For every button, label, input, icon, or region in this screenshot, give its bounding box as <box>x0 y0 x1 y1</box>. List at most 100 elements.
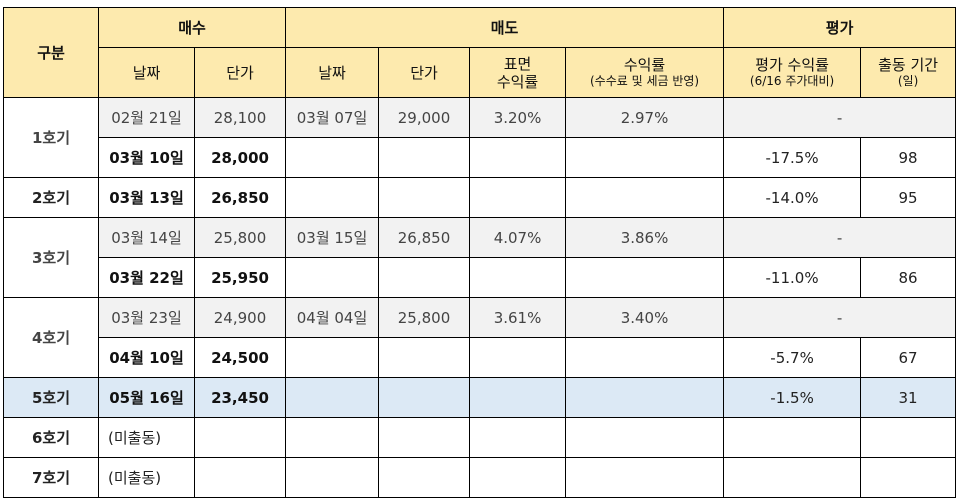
period: 31 <box>860 377 957 418</box>
header-net-return-line2: (수수료 및 세금 반영) <box>589 74 700 88</box>
net-return <box>565 177 725 218</box>
sell-price <box>378 457 471 498</box>
header-eval-return-line2: (6/16 주가대비) <box>749 74 835 88</box>
buy-date: 03월 14일 <box>98 217 195 258</box>
header-buy-price: 단가 <box>193 47 287 98</box>
buy-price: 25,800 <box>193 217 287 258</box>
buy-date: 03월 10일 <box>98 137 195 178</box>
header-surface-return: 표면 수익률 <box>469 47 567 98</box>
net-return <box>565 137 725 178</box>
header-period-line2: (일) <box>897 74 919 88</box>
header-buy: 매수 <box>97 7 287 48</box>
table-row: 1호기 02월 21일 28,100 03월 07일 29,000 3.20% … <box>3 97 957 178</box>
net-return <box>565 337 725 378</box>
sell-price: 25,800 <box>378 297 471 338</box>
buy-date: 03월 23일 <box>98 297 195 338</box>
table-row: 7호기 (미출동) <box>3 457 957 498</box>
sell-price <box>378 177 471 218</box>
header-eval: 평가 <box>723 7 957 48</box>
buy-price: 26,850 <box>193 177 287 218</box>
eval-return: - <box>723 97 957 138</box>
net-return: 2.97% <box>565 97 725 138</box>
net-return: 3.40% <box>565 297 725 338</box>
header-category: 구분 <box>3 7 99 98</box>
header-surface-return-line2: 수익률 <box>496 72 539 91</box>
eval-return: -17.5% <box>723 137 862 178</box>
buy-date: 03월 13일 <box>98 177 195 218</box>
net-return <box>565 257 725 298</box>
buy-date: 02월 21일 <box>98 97 195 138</box>
eval-return <box>723 457 862 498</box>
surface-return <box>469 377 567 418</box>
buy-price: 24,500 <box>193 337 287 378</box>
sell-date <box>285 457 380 498</box>
header-eval-return-line1: 평가 수익률 <box>755 56 829 74</box>
period: 67 <box>860 337 957 378</box>
buy-price <box>193 457 287 498</box>
buy-date: (미출동) <box>98 417 195 458</box>
eval-return: - <box>723 297 957 338</box>
sell-price <box>378 337 471 378</box>
group-name: 4호기 <box>3 297 99 378</box>
sell-date <box>285 417 380 458</box>
group-name: 5호기 <box>3 377 99 418</box>
surface-return <box>469 457 567 498</box>
sell-price <box>378 137 471 178</box>
eval-return: -11.0% <box>723 257 862 298</box>
surface-return <box>469 177 567 218</box>
net-return <box>565 457 725 498</box>
group-name: 2호기 <box>3 177 99 218</box>
buy-date: 04월 10일 <box>98 337 195 378</box>
sell-price: 29,000 <box>378 97 471 138</box>
sell-date <box>285 137 380 178</box>
sell-price <box>378 257 471 298</box>
surface-return: 3.61% <box>469 297 567 338</box>
sell-price: 26,850 <box>378 217 471 258</box>
surface-return <box>469 257 567 298</box>
period <box>860 457 957 498</box>
sell-date: 04월 04일 <box>285 297 380 338</box>
sell-date <box>285 257 380 298</box>
header-buy-date: 날짜 <box>98 47 195 98</box>
header-period-line1: 출동 기간 <box>878 56 939 74</box>
table-row-highlighted: 5호기 05월 16일 23,450 -1.5% 31 <box>3 377 957 418</box>
period: 98 <box>860 137 957 178</box>
group-name: 7호기 <box>3 457 99 498</box>
header-surface-return-line1: 표면 <box>503 54 532 73</box>
header-eval-return: 평가 수익률 (6/16 주가대비) <box>723 47 862 98</box>
group-name: 6호기 <box>3 417 99 458</box>
surface-return: 3.20% <box>469 97 567 138</box>
table-row: 03월 10일 28,000 -17.5% 98 <box>4 137 957 178</box>
eval-return: - <box>723 217 957 258</box>
buy-price: 24,900 <box>193 297 287 338</box>
header-net-return: 수익률 (수수료 및 세금 반영) <box>565 47 725 98</box>
sell-date: 03월 15일 <box>285 217 380 258</box>
net-return <box>565 377 725 418</box>
surface-return: 4.07% <box>469 217 567 258</box>
sell-price <box>378 417 471 458</box>
eval-return: -5.7% <box>723 337 862 378</box>
eval-return: -14.0% <box>723 177 862 218</box>
buy-date: 03월 22일 <box>98 257 195 298</box>
table-row: 4호기 03월 23일 24,900 04월 04일 25,800 3.61% … <box>3 297 957 378</box>
header-sell-price: 단가 <box>378 47 471 98</box>
buy-price: 25,950 <box>193 257 287 298</box>
table-row: 3호기 03월 14일 25,800 03월 15일 26,850 4.07% … <box>3 217 957 298</box>
buy-price <box>193 417 287 458</box>
surface-return <box>469 417 567 458</box>
table-row: 6호기 (미출동) <box>3 417 957 458</box>
table-row: 2호기 03월 13일 26,850 -14.0% 95 <box>3 177 957 218</box>
header-net-return-line1: 수익률 <box>623 56 666 74</box>
surface-return <box>469 337 567 378</box>
buy-price: 28,000 <box>193 137 287 178</box>
period: 95 <box>860 177 957 218</box>
net-return <box>565 417 725 458</box>
eval-return <box>723 417 862 458</box>
group-name: 1호기 <box>3 97 99 178</box>
header-period: 출동 기간 (일) <box>860 47 957 98</box>
table-row: 04월 10일 24,500 -5.7% 67 <box>4 337 957 378</box>
buy-price: 28,100 <box>193 97 287 138</box>
surface-return <box>469 137 567 178</box>
sell-price <box>378 377 471 418</box>
header-sell-date: 날짜 <box>285 47 380 98</box>
